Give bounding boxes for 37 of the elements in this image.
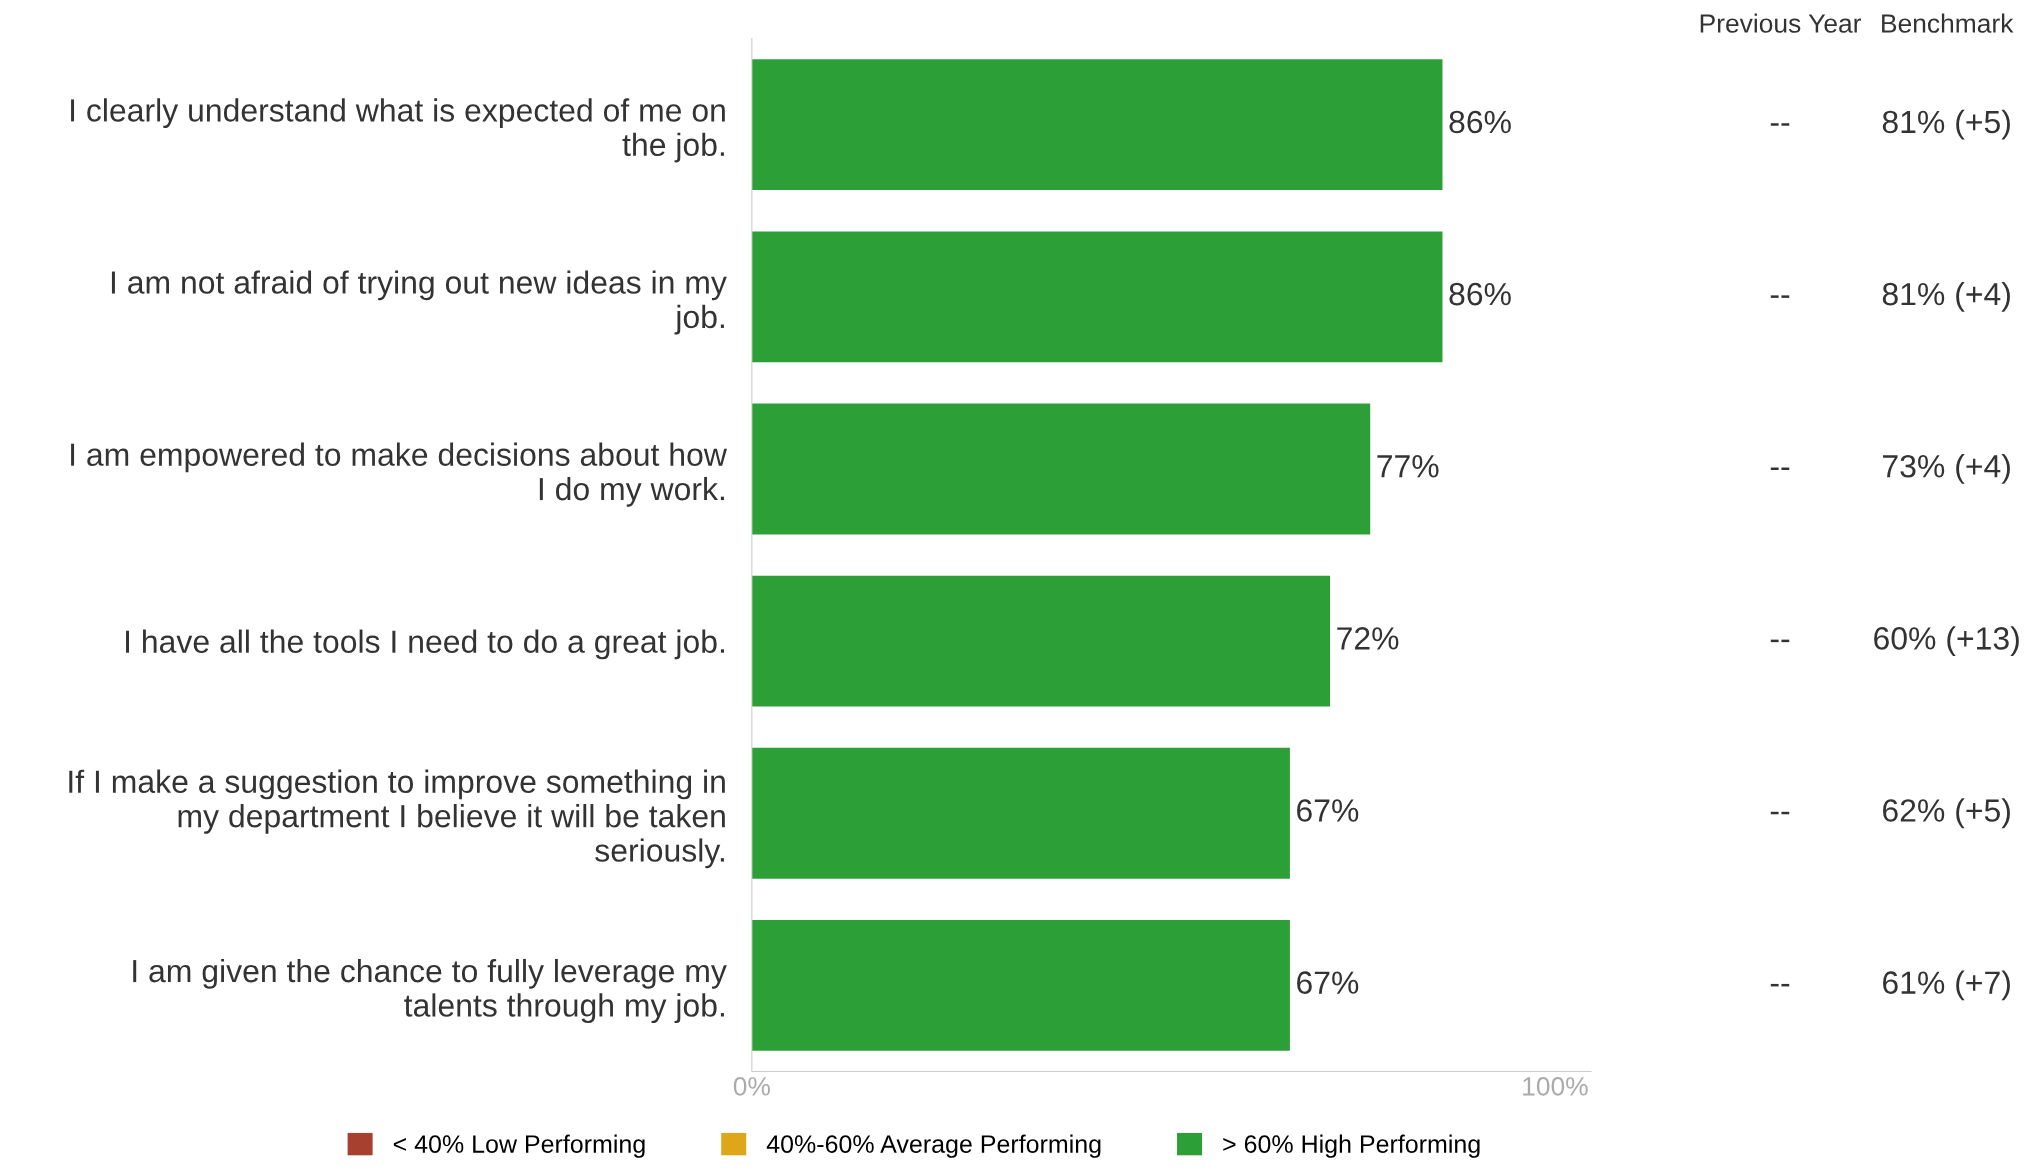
y-tick-label: I have all the tools I need to do a great job.: [126, 629, 724, 660]
y-tick-label: I am empowered to make decisions about how I do my work.: [71, 442, 727, 507]
text: Previous Year: [1700, 13, 1862, 33]
y-tick-label: I clearly understand what is expected of me on the job.: [71, 98, 725, 163]
legend-label: > 60% High Performing: [1223, 1134, 1480, 1158]
bar: [751, 403, 1371, 535]
text: --: [1770, 639, 1790, 643]
bar: [751, 919, 1290, 1051]
text: --: [1770, 467, 1790, 471]
text: 81% (+4): [1882, 281, 2010, 312]
y-tick-label: I am not afraid of trying out new ideas in my job.: [111, 270, 727, 335]
y-tick-label: I am given the chance to fully leverage my talents through my job.: [133, 958, 727, 1024]
x-tick-label: 100%: [1523, 1077, 1588, 1096]
legend-label: < 40% Low Performing: [393, 1134, 645, 1158]
text: Benchmark: [1882, 13, 2014, 33]
text: 81% (+5): [1882, 109, 2010, 140]
legend-label: 40%-60% Average Performing: [766, 1134, 1101, 1158]
text: 62% (+5): [1883, 798, 2010, 829]
data-label: 86%: [1449, 282, 1511, 306]
text: --: [1770, 295, 1790, 298]
bar: [751, 575, 1331, 707]
data-label: 67%: [1297, 971, 1359, 994]
text: --: [1770, 123, 1790, 126]
bar: [751, 59, 1443, 191]
text: 73% (+4): [1883, 454, 2010, 484]
data-label: 77%: [1377, 455, 1439, 478]
data-label: 72%: [1337, 627, 1399, 650]
y-tick-label: If I make a suggestion to improve something in my department I believe it will be taken seriously.: [69, 769, 725, 869]
data-label: 86%: [1449, 110, 1511, 134]
text: --: [1770, 983, 1790, 987]
data-label: 67%: [1297, 799, 1359, 822]
bar: [751, 231, 1443, 363]
text: 60% (+13): [1874, 626, 2019, 656]
text: 61% (+7): [1883, 970, 2010, 1001]
text: --: [1770, 811, 1790, 815]
bar: [751, 747, 1290, 879]
x-tick-label: 0%: [733, 1077, 770, 1096]
